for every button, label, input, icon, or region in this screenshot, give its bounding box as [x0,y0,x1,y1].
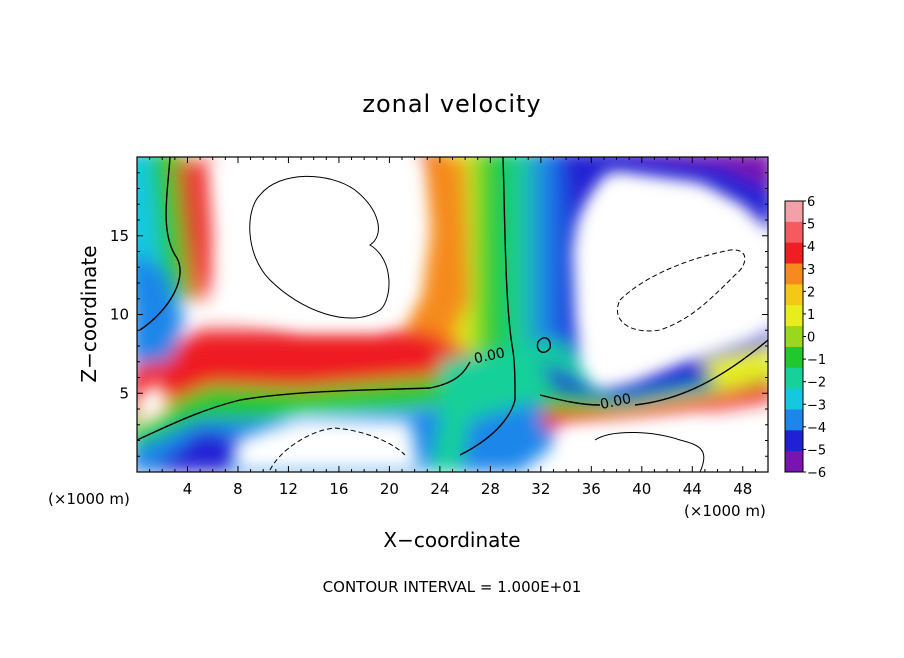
chart-title: zonal velocity [362,90,541,118]
field-upper-right-violet [661,157,768,187]
field-hole-upper-right [575,175,760,380]
x-tick-label: 28 [481,480,500,498]
colorbar-label: 4 [807,240,815,255]
y-axis-title: Z−coordinate [77,245,101,382]
colorbar-label: 3 [807,263,815,278]
contour-interval-footnote: CONTOUR INTERVAL = 1.000E+01 [323,578,582,596]
y-unit-label: (×1000 m) [48,490,130,508]
x-unit-label: (×1000 m) [684,502,766,520]
colorbar-swatch [785,388,803,410]
field-hole-lower-right [560,418,740,472]
x-tick-label: 48 [733,480,752,498]
colorbar: 6 5 4 3 2 1 0 −1 −2 −3 −4 −5 −6 [784,195,826,481]
field-lower-left-deepblue [150,430,250,472]
field-right-red [540,381,768,430]
colorbar-label: −2 [807,376,826,391]
x-tick-label: 36 [582,480,601,498]
colorbar-swatch [785,242,803,265]
colorbar-label: 2 [807,285,815,300]
colorbar-label: −1 [807,353,826,368]
colorbar-label: 6 [807,195,815,210]
colorbar-swatch [785,409,803,431]
y-tick-label: 5 [119,384,129,402]
y-axis: 5 10 15 [110,172,768,457]
colorbar-swatch [785,263,803,285]
x-tick-label: 8 [233,480,243,498]
colorbar-swatch [785,221,803,244]
colorbar-swatch [785,451,803,473]
field-upper-right-purple [561,157,768,230]
x-tick-label: 20 [380,480,399,498]
contour-dashed-lower-left [269,427,406,471]
field-hole-lower-left [235,418,420,472]
colorbar-swatch [785,430,803,452]
x-tick-label: 24 [430,480,449,498]
plot-field [137,157,768,472]
x-tick-label: 40 [632,480,651,498]
colorbar-swatch [785,346,803,369]
field-diagonal-red [137,330,470,439]
colorbar-label: −6 [807,466,826,481]
field-hole-upper-left [210,157,430,330]
x-tick-label: 32 [531,480,550,498]
y-tick-label: 15 [110,227,129,245]
colorbar-swatch [785,326,803,348]
colorbar-swatch [785,284,803,306]
colorbar-label: −3 [807,398,826,413]
x-tick-label: 16 [329,480,348,498]
contour-labels: 0.00 0.00 [473,345,633,413]
x-tick-label: 44 [683,480,702,498]
colorbar-label: 0 [807,331,815,346]
contour-label: 0.00 [599,391,633,413]
field-left-band [137,254,185,365]
field-right-yellow [700,346,768,390]
x-tick-label: 4 [183,480,193,498]
contour-zero-diagonal [137,361,471,441]
contour-zero-vertical [459,157,516,456]
contour-small-loop [536,337,552,353]
contour-dashed-upper-right [617,249,746,332]
contour-zero-right [539,339,768,406]
contour-hole-upper-left [249,175,390,319]
contour-zero-left [139,157,181,331]
field-diagonal-green [137,370,480,454]
y-tick-label: 10 [110,306,129,324]
field-center-lower-blue [460,400,560,472]
field-right-blue [540,332,768,405]
contour-label: 0.00 [473,345,507,367]
contour-hole-lower-right [594,432,705,472]
field-hole-left-edge [137,380,170,430]
colorbar-swatch [785,305,803,327]
field-right-green [540,362,768,412]
colorbar-swatch [785,201,803,223]
x-axis-title: X−coordinate [383,528,520,552]
colorbar-swatch [785,367,803,390]
colorbar-label: −4 [807,421,826,436]
colorbar-label: −5 [807,443,826,458]
colorbar-label: 5 [807,218,815,233]
colorbar-label: 1 [807,308,815,323]
x-tick-label: 12 [279,480,298,498]
x-axis: 4 8 12 16 20 24 28 32 36 40 44 48 [149,157,756,498]
